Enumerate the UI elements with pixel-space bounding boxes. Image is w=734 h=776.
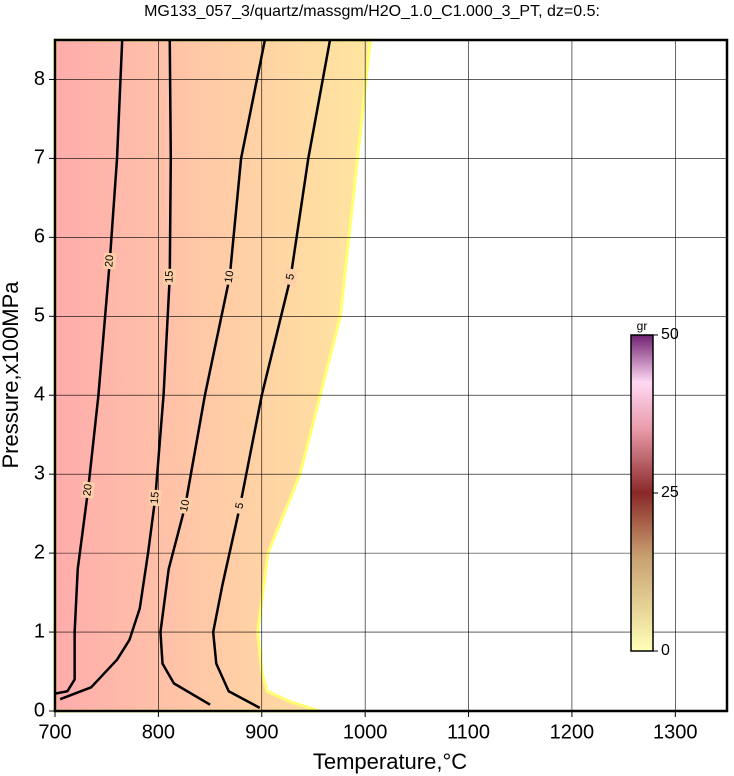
contour-label-bg <box>81 481 95 499</box>
contour-label-bg <box>283 267 299 286</box>
contour-label: 5 <box>284 273 297 281</box>
y-tick-label: 4 <box>34 384 45 406</box>
contour-line <box>54 39 124 695</box>
y-tick-label: 2 <box>34 541 45 563</box>
contour-label-bg <box>232 496 248 515</box>
contour-label: 10 <box>223 270 237 284</box>
contour-label-group: 10 <box>222 268 237 286</box>
y-tick-label: 6 <box>34 226 45 248</box>
contour-label-group: 20 <box>81 481 95 499</box>
colorbar-label: gr <box>637 319 648 333</box>
contour-label-group: 10 <box>177 496 193 515</box>
contour-label-bg <box>103 252 117 270</box>
y-tick-label: 1 <box>34 620 45 642</box>
x-tick-label: 1100 <box>447 721 490 743</box>
contour-label-group: 15 <box>163 268 176 286</box>
x-tick-label: 900 <box>245 721 278 743</box>
colorbar <box>630 334 654 652</box>
y-tick-label: 5 <box>34 305 45 327</box>
plot-frame <box>53 38 729 713</box>
colorbar-tick-label: 0 <box>661 642 670 659</box>
contour-label-group: 15 <box>148 489 163 507</box>
contour-label: 15 <box>149 491 162 504</box>
contour-label-bg <box>222 268 237 286</box>
contour-label: 20 <box>103 254 116 267</box>
contour-label-bg <box>148 489 163 507</box>
contour-label-group: 5 <box>283 267 299 286</box>
x-tick-label: 1300 <box>653 721 698 743</box>
x-tick-label: 700 <box>38 721 71 743</box>
colorbar-tick-label: 50 <box>661 326 679 343</box>
contour-label-group: 5 <box>232 496 248 515</box>
y-axis-label: Pressure,x100MPa <box>0 281 23 469</box>
contour-label-group: 20 <box>103 252 117 270</box>
y-tick-label: 7 <box>34 147 45 169</box>
data-region <box>53 38 372 713</box>
y-tick-label: 3 <box>34 462 45 484</box>
colorbar-tick-label: 25 <box>661 484 679 501</box>
contour-label: 5 <box>233 502 246 510</box>
contour-line <box>59 39 173 701</box>
contour-line <box>159 39 267 706</box>
contour-label: 15 <box>163 271 175 284</box>
y-tick-label: 0 <box>34 699 45 721</box>
contour-label: 10 <box>178 499 192 513</box>
contour-label: 20 <box>81 483 94 497</box>
x-tick-label: 1200 <box>550 721 595 743</box>
contour-label-bg <box>163 268 176 286</box>
x-tick-label: 1000 <box>343 721 388 743</box>
y-tick-label: 8 <box>34 68 45 90</box>
contour-line <box>211 39 332 709</box>
x-tick-label: 800 <box>142 721 175 743</box>
contour-label-bg <box>177 496 193 515</box>
chart-title: MG133_057_3/quartz/massgm/H2O_1.0_C1.000… <box>144 3 600 20</box>
x-axis-label: Temperature,°C <box>313 749 467 774</box>
